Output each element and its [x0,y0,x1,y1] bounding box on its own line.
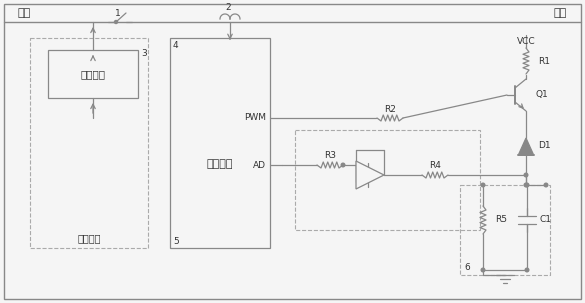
Text: 4: 4 [173,41,178,49]
Text: 脱扣线圈: 脱扣线圈 [81,69,105,79]
Circle shape [524,183,528,187]
Text: 3: 3 [141,48,147,58]
Bar [460,185,550,275]
Text: −: − [357,178,364,187]
Text: 脱扣控制: 脱扣控制 [77,233,101,243]
Circle shape [481,183,485,187]
Circle shape [525,183,529,187]
Text: VCC: VCC [517,36,535,45]
Circle shape [481,268,485,272]
Circle shape [524,173,528,177]
Polygon shape [518,138,534,155]
Bar [48,50,138,98]
Text: Q1: Q1 [535,91,548,99]
Text: D1: D1 [538,142,550,151]
Text: 电源: 电源 [18,8,31,18]
Text: AD: AD [253,161,266,169]
Text: 微处理器: 微处理器 [207,159,233,169]
Text: R2: R2 [384,105,396,114]
Bar [295,130,480,230]
Text: PWM: PWM [244,114,266,122]
Circle shape [544,183,548,187]
Text: 负载: 负载 [554,8,567,18]
Text: 1: 1 [115,9,121,18]
Text: C1: C1 [539,215,551,225]
Circle shape [115,21,118,24]
Text: R3: R3 [324,152,336,161]
Text: 6: 6 [464,264,470,272]
Text: R4: R4 [429,161,441,171]
Text: R5: R5 [495,215,507,225]
Bar [30,38,148,248]
Text: R1: R1 [538,56,550,65]
Bar [170,38,270,248]
Polygon shape [356,161,384,189]
Text: +: + [357,164,364,172]
Circle shape [525,268,529,272]
Text: 5: 5 [173,237,179,245]
Circle shape [341,163,345,167]
Text: 2: 2 [225,4,231,12]
